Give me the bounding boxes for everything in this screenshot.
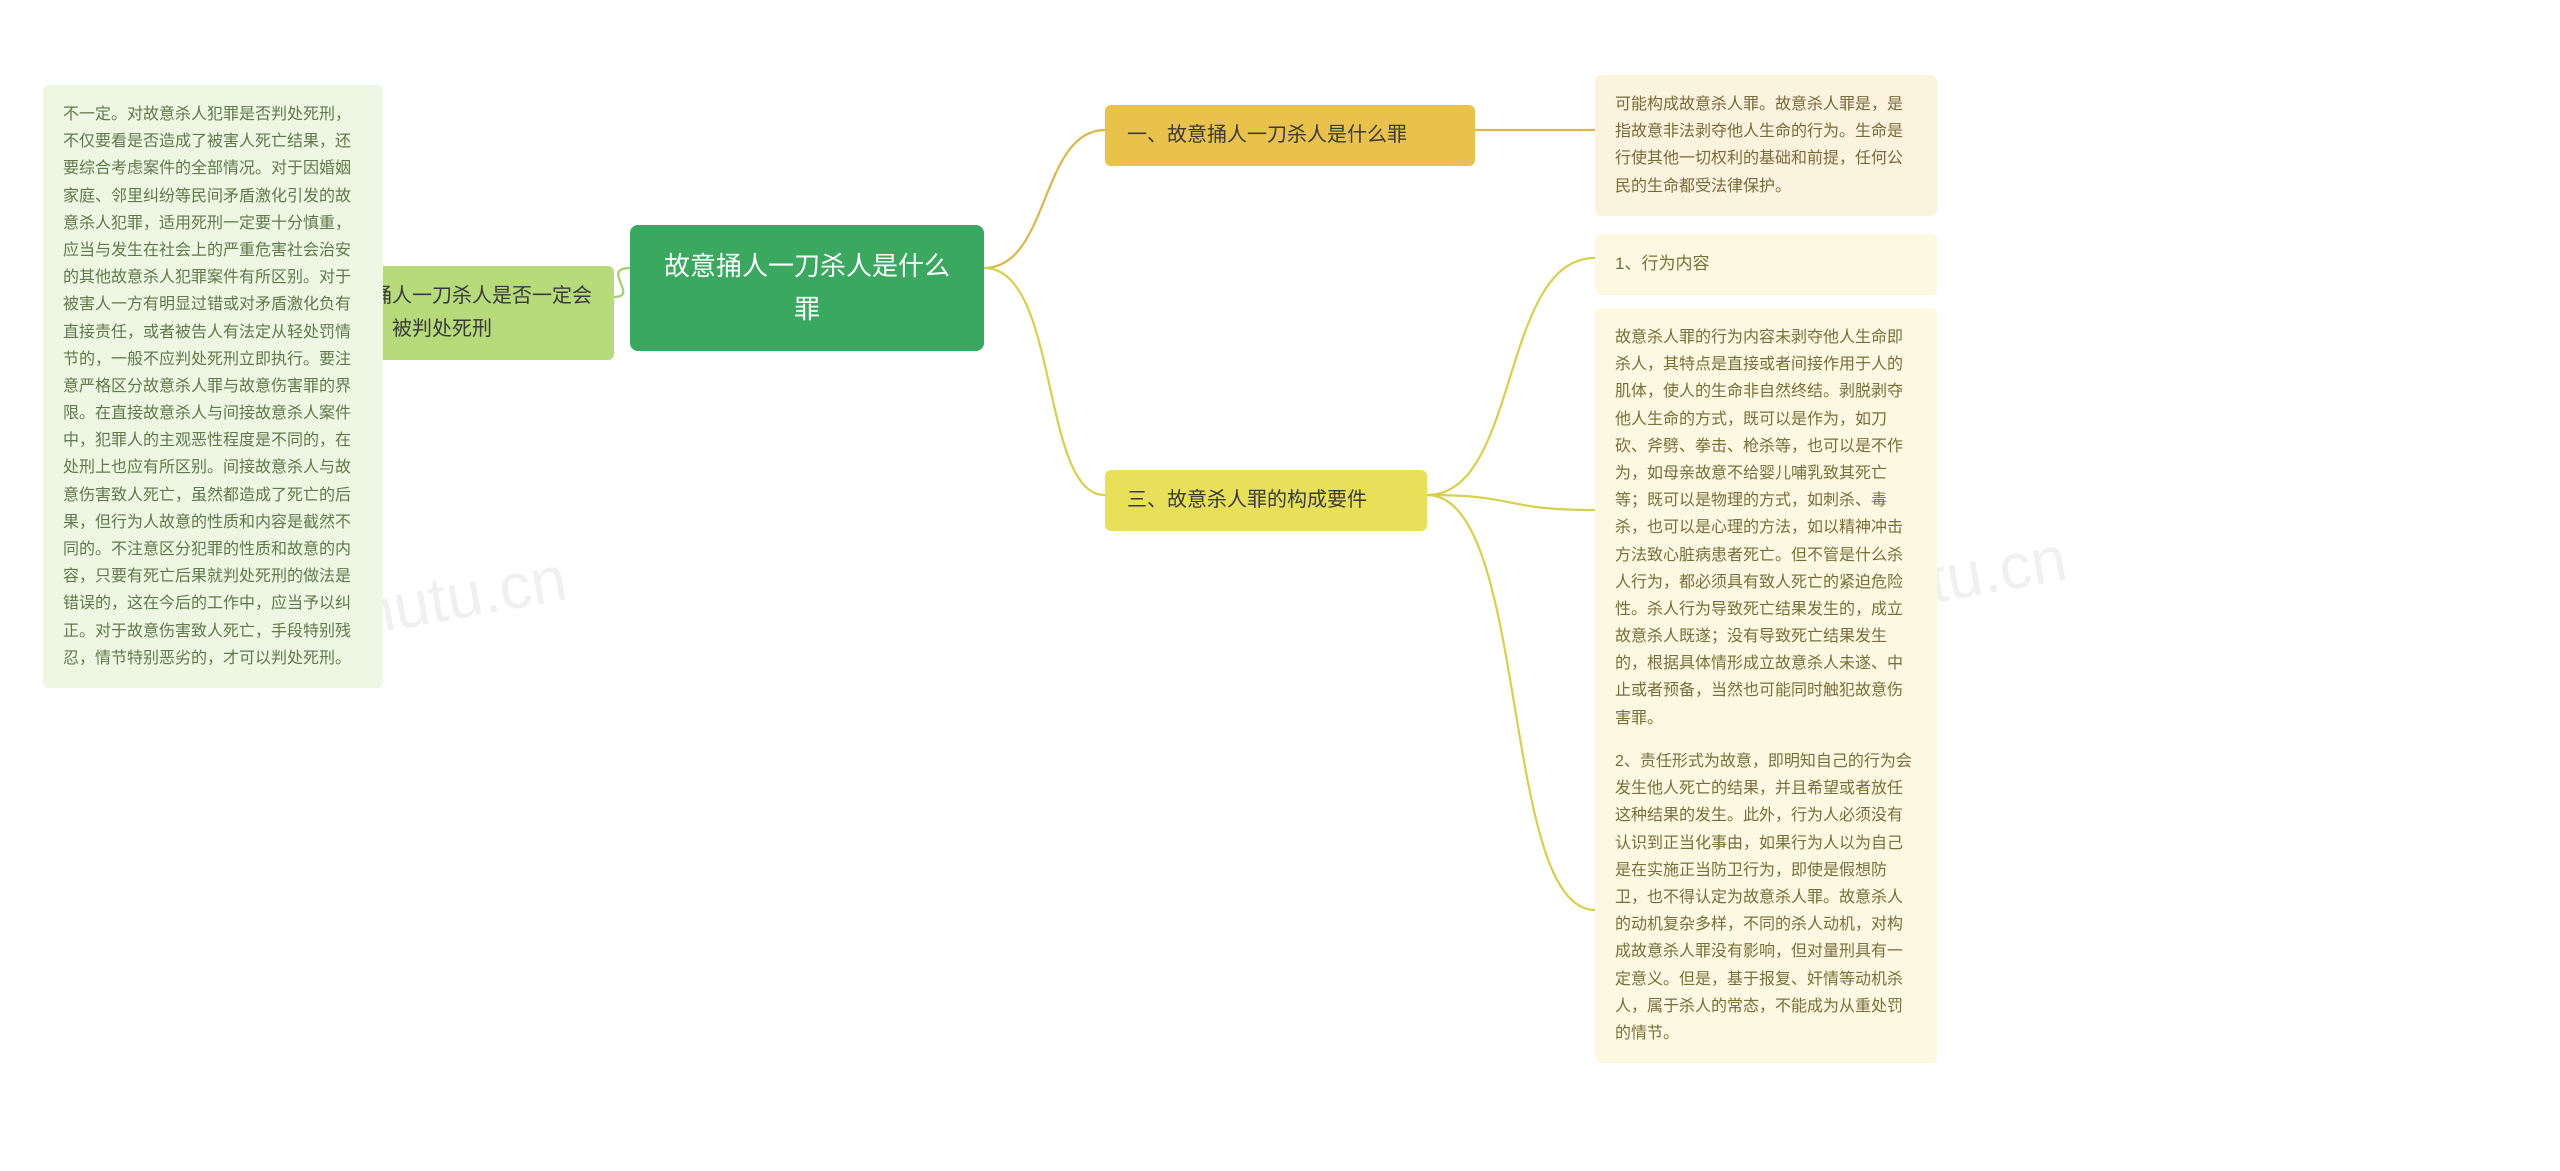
edge-root-b1 <box>984 130 1105 268</box>
branch-3-label: 三、故意杀人罪的构成要件 <box>1127 489 1367 511</box>
leaf-5-text: 2、责任形式为故意，即明知自己的行为会发生他人死亡的结果，并且希望或者放任这种结… <box>1615 753 1912 1042</box>
connector-layer-2 <box>0 0 2560 1171</box>
edge-b3-l5 <box>1427 495 1595 910</box>
leaf-2-text: 不一定。对故意杀人犯罪是否判处死刑，不仅要看是否造成了被害人死亡结果，还要综合考… <box>63 106 351 667</box>
leaf-2[interactable]: 不一定。对故意杀人犯罪是否判处死刑，不仅要看是否造成了被害人死亡结果，还要综合考… <box>43 85 383 688</box>
leaf-1[interactable]: 可能构成故意杀人罪。故意杀人罪是，是指故意非法剥夺他人生命的行为。生命是行使其他… <box>1595 75 1937 216</box>
leaf-1-text: 可能构成故意杀人罪。故意杀人罪是，是指故意非法剥夺他人生命的行为。生命是行使其他… <box>1615 96 1903 195</box>
leaf-4[interactable]: 故意杀人罪的行为内容未剥夺他人生命即杀人，其特点是直接或者间接作用于人的肌体，使… <box>1595 308 1937 748</box>
edge-root-b2 <box>614 268 630 297</box>
leaf-3[interactable]: 1、行为内容 <box>1595 234 1937 295</box>
leaf-5[interactable]: 2、责任形式为故意，即明知自己的行为会发生他人死亡的结果，并且希望或者放任这种结… <box>1595 732 1937 1063</box>
branch-3[interactable]: 三、故意杀人罪的构成要件 <box>1105 470 1427 531</box>
leaf-4-text: 故意杀人罪的行为内容未剥夺他人生命即杀人，其特点是直接或者间接作用于人的肌体，使… <box>1615 329 1903 727</box>
root-node[interactable]: 故意捅人一刀杀人是什么罪 <box>630 225 984 351</box>
connector-layer <box>0 0 2560 1171</box>
leaf-3-text: 1、行为内容 <box>1615 254 1709 273</box>
branch-1[interactable]: 一、故意捅人一刀杀人是什么罪 <box>1105 105 1475 166</box>
edge-b3-l4 <box>1427 495 1595 510</box>
branch-1-label: 一、故意捅人一刀杀人是什么罪 <box>1127 124 1407 146</box>
edge-b3-l3 <box>1427 258 1595 495</box>
edge-root-b3 <box>984 268 1105 495</box>
root-label: 故意捅人一刀杀人是什么罪 <box>664 251 950 324</box>
